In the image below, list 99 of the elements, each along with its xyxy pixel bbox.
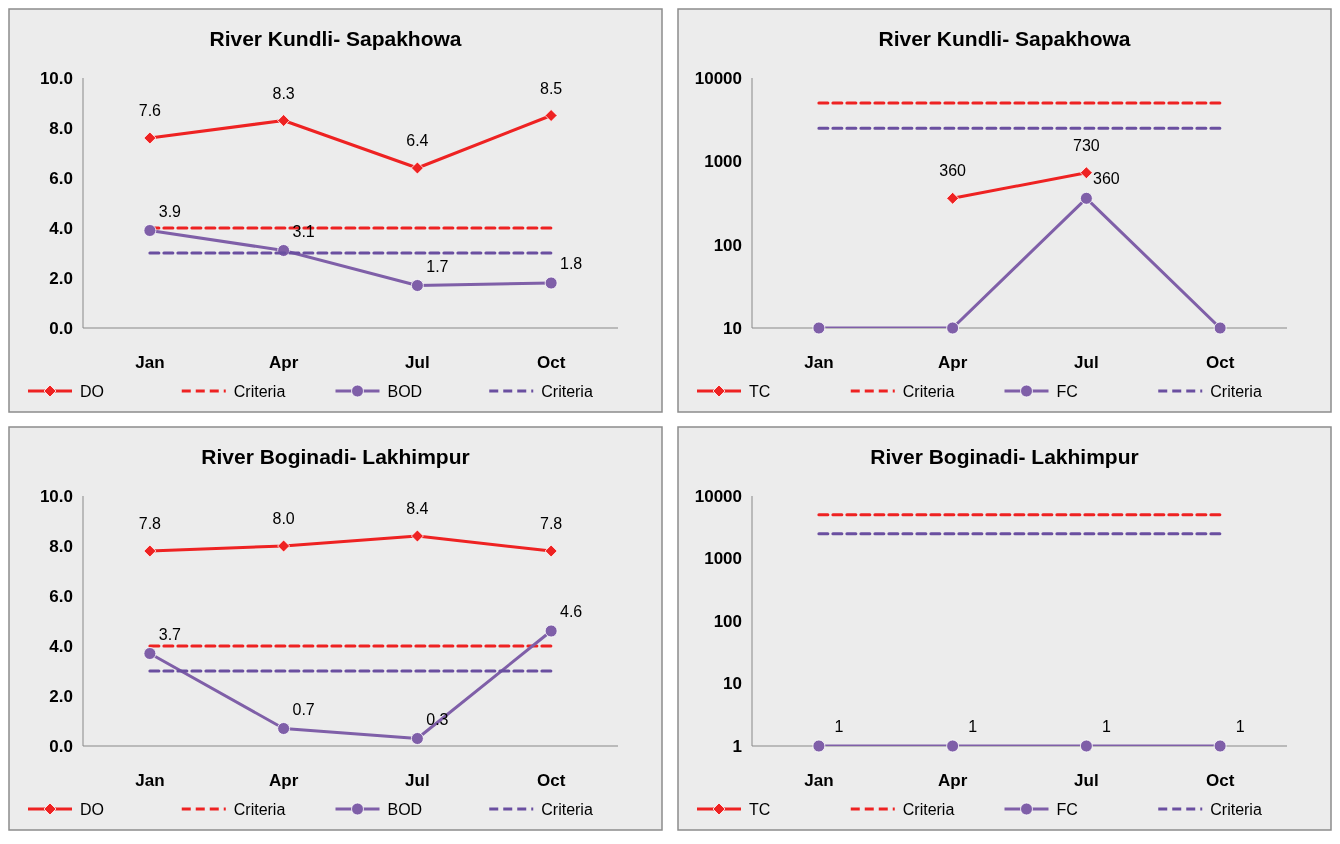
y-tick-label: 100 xyxy=(713,235,742,255)
y-tick-label: 1000 xyxy=(704,152,742,172)
data-label: 7.6 xyxy=(138,102,162,119)
data-label: 4.6 xyxy=(560,603,583,620)
x-tick-label: Apr xyxy=(937,353,968,372)
point xyxy=(277,114,291,127)
data-label: 8.5 xyxy=(540,79,563,97)
y-tick-label: 10000 xyxy=(694,486,742,506)
data-label: 6.4 xyxy=(406,132,429,149)
y-tick-label: 1000 xyxy=(704,549,742,569)
point xyxy=(544,109,558,122)
point xyxy=(143,131,157,145)
x-tick-label: Jan xyxy=(804,353,834,372)
data-label: 730 xyxy=(1073,136,1100,154)
point xyxy=(946,321,960,335)
x-tick-label: Jul xyxy=(405,771,430,790)
point xyxy=(143,544,157,558)
y-tick-label: 10 xyxy=(723,318,742,338)
y-tick-label: 10.0 xyxy=(39,68,73,88)
y-tick-label: 100 xyxy=(713,611,742,631)
point xyxy=(946,191,960,205)
legend-label: DO xyxy=(80,382,104,400)
legend-label: BOD xyxy=(387,800,423,818)
chart-title: River Kundli- Sapakhowa xyxy=(209,27,462,50)
data-label: 360 xyxy=(1093,170,1120,188)
y-tick-label: 1 xyxy=(732,736,742,756)
data-label: 1.8 xyxy=(560,255,583,272)
point xyxy=(1213,321,1227,335)
y-tick-label: 0.0 xyxy=(49,736,73,756)
point xyxy=(410,161,424,175)
chart-title: River Boginadi- Lakhimpur xyxy=(201,445,470,468)
legend-label: DO xyxy=(80,800,104,818)
legend-label: FC xyxy=(1056,800,1078,818)
legend-label: TC xyxy=(749,800,771,818)
data-label: 1 xyxy=(1235,718,1245,735)
chart-title: River Boginadi- Lakhimpur xyxy=(870,445,1139,468)
data-label: 1 xyxy=(834,718,844,735)
data-label: 7.8 xyxy=(540,515,563,532)
point xyxy=(143,647,157,660)
y-tick-label: 0.0 xyxy=(49,318,73,338)
data-label: 3.7 xyxy=(158,625,182,643)
data-label: 8.0 xyxy=(272,510,295,527)
point xyxy=(410,529,424,543)
point xyxy=(277,722,291,735)
point xyxy=(812,321,826,335)
point xyxy=(410,279,424,292)
data-label: 8.3 xyxy=(272,84,295,102)
data-label: 360 xyxy=(939,162,967,180)
x-tick-label: Oct xyxy=(536,353,566,372)
data-label: 8.4 xyxy=(406,500,429,517)
legend-label: BOD xyxy=(387,382,423,400)
x-tick-label: Apr xyxy=(268,771,299,790)
y-tick-label: 10000 xyxy=(694,68,742,88)
y-tick-label: 10 xyxy=(723,674,742,694)
x-tick-label: Oct xyxy=(536,771,566,790)
x-tick-label: Apr xyxy=(937,771,968,790)
legend-label: TC xyxy=(749,382,771,400)
y-tick-label: 8.0 xyxy=(49,536,73,556)
y-tick-label: 2.0 xyxy=(49,686,73,706)
point xyxy=(1079,191,1093,205)
point xyxy=(544,624,558,638)
data-label: 1 xyxy=(968,718,978,735)
x-tick-label: Jan xyxy=(135,353,165,372)
x-tick-label: Jan xyxy=(804,771,834,790)
point xyxy=(410,732,424,745)
legend-label: FC xyxy=(1056,382,1078,400)
point xyxy=(1079,166,1093,180)
legend-label: Criteria xyxy=(1210,382,1262,400)
point xyxy=(544,544,558,558)
y-tick-label: 4.0 xyxy=(49,636,73,656)
legend-label: Criteria xyxy=(233,382,286,400)
x-tick-label: Apr xyxy=(268,353,299,372)
x-tick-label: Jan xyxy=(135,771,165,790)
data-label: 3.9 xyxy=(158,202,182,220)
legend-label: Criteria xyxy=(233,800,286,818)
y-tick-label: 6.0 xyxy=(49,168,73,188)
data-label: 0.7 xyxy=(292,700,315,718)
x-tick-label: Jul xyxy=(1074,771,1099,790)
chart-title: River Kundli- Sapakhowa xyxy=(878,27,1131,50)
legend-label: Criteria xyxy=(902,382,955,400)
y-tick-label: 4.0 xyxy=(49,218,73,238)
legend-label: Criteria xyxy=(541,800,593,818)
x-tick-label: Jul xyxy=(405,353,430,372)
y-tick-label: 10.0 xyxy=(39,486,73,506)
point xyxy=(143,224,157,237)
legend-label: Criteria xyxy=(902,800,955,818)
data-label: 1.7 xyxy=(426,257,449,275)
x-tick-label: Oct xyxy=(1205,771,1235,790)
legend-label: Criteria xyxy=(1210,800,1262,818)
point xyxy=(544,276,558,290)
y-tick-label: 8.0 xyxy=(49,118,73,138)
data-label: 1 xyxy=(1101,718,1111,735)
legend-label: Criteria xyxy=(541,382,593,400)
point xyxy=(277,539,291,553)
x-tick-label: Oct xyxy=(1205,353,1235,372)
y-tick-label: 2.0 xyxy=(49,268,73,288)
y-tick-label: 6.0 xyxy=(49,586,73,606)
data-label: 7.8 xyxy=(138,515,162,532)
x-tick-label: Jul xyxy=(1074,353,1099,372)
